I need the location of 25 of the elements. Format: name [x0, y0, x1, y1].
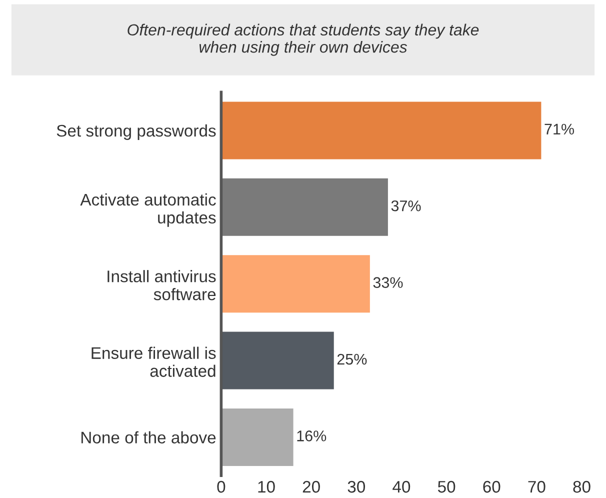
x-tick-label: 50 — [438, 480, 456, 493]
data-label: 33% — [373, 277, 403, 288]
x-tick-label: 20 — [302, 480, 320, 493]
bar — [221, 178, 388, 236]
bar — [221, 255, 370, 313]
data-label: 16% — [297, 430, 326, 442]
bar — [221, 332, 334, 390]
data-label: 25% — [337, 354, 367, 365]
y-tick-label: Activate automatic updates — [80, 193, 216, 227]
x-tick-label: 40 — [392, 480, 410, 493]
y-tick-label: Install antivirus software — [108, 270, 216, 300]
x-tick-label: 30 — [348, 480, 366, 493]
x-tick-label: 70 — [528, 480, 546, 493]
data-label: 37% — [391, 200, 421, 212]
bar — [221, 102, 542, 160]
chart-title: Often-required actions that students say they take when using their own devices — [128, 24, 479, 56]
data-label: 71% — [544, 124, 574, 135]
x-tick-label: 80 — [573, 480, 590, 493]
bar — [221, 408, 294, 466]
y-tick-label: Set strong passwords — [56, 124, 216, 140]
x-tick-label: 0 — [217, 480, 226, 493]
y-tick-label: None of the above — [81, 431, 216, 444]
x-tick-label: 60 — [483, 480, 500, 493]
y-tick-label: Ensure firewall is activated — [92, 346, 216, 377]
x-tick-label: 10 — [258, 480, 275, 493]
